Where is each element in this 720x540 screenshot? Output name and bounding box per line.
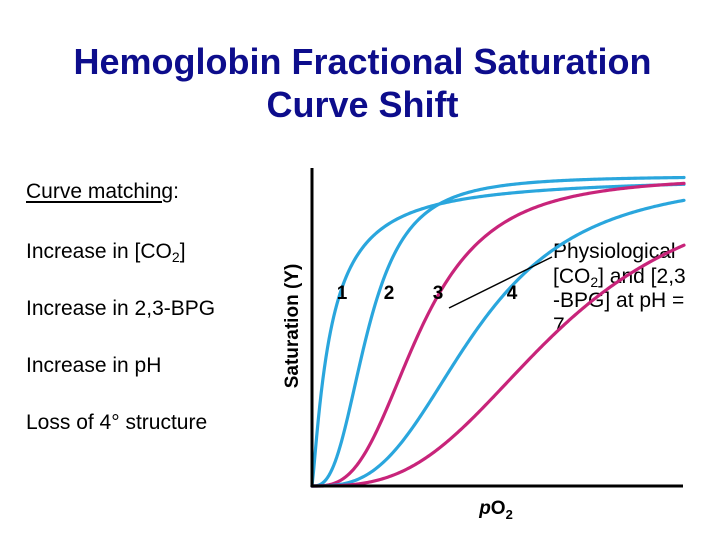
curve-matching-colon: : [173, 180, 179, 203]
curve-label-2: 2 [384, 283, 395, 304]
curve-label-1: 1 [337, 283, 348, 304]
annotation-line-4: 7 [553, 313, 565, 337]
x-axis-label: pO2 [478, 498, 513, 522]
matching-item-ph: Increase in pH [26, 354, 162, 377]
curve-matching-heading: Curve matching: [26, 180, 179, 204]
matching-item-bpg: Increase in 2,3-BPG [26, 297, 216, 320]
matching-item-co2-bracket: ] [179, 240, 186, 263]
curve-label-4: 4 [507, 283, 518, 304]
saturation-curve-4 [310, 198, 686, 488]
saturation-curve-1 [310, 182, 686, 488]
annotation-co2-text: [CO [553, 264, 591, 288]
curve-matching-label: Curve matching [26, 180, 174, 203]
saturation-curve-5 [310, 243, 686, 488]
curve-label-3: 3 [433, 283, 444, 304]
matching-item-co2: Increase in [CO2] [26, 240, 186, 264]
slide-title-line-1: Hemoglobin Fractional Saturation [73, 41, 652, 82]
matching-item-co2-subscript: 2 [171, 249, 180, 265]
saturation-curve-3 [310, 181, 686, 488]
annotation-pointer-line [448, 256, 553, 309]
matching-item-co2-text: Increase in [CO [26, 240, 172, 263]
curve-labels: 1 2 3 4 [337, 283, 518, 304]
slide-title: Hemoglobin Fractional Saturation Curve S… [0, 40, 720, 126]
annotation-line-1: Physiological [553, 240, 676, 263]
matching-item-quaternary: Loss of 4° structure [26, 411, 208, 434]
saturation-curve-2 [310, 175, 686, 488]
saturation-curves [310, 175, 686, 488]
y-axis-label: Saturation (Y) [282, 264, 303, 389]
annotation-co2-subscript: 2 [590, 273, 599, 290]
slide-title-line-2: Curve Shift [266, 84, 459, 125]
